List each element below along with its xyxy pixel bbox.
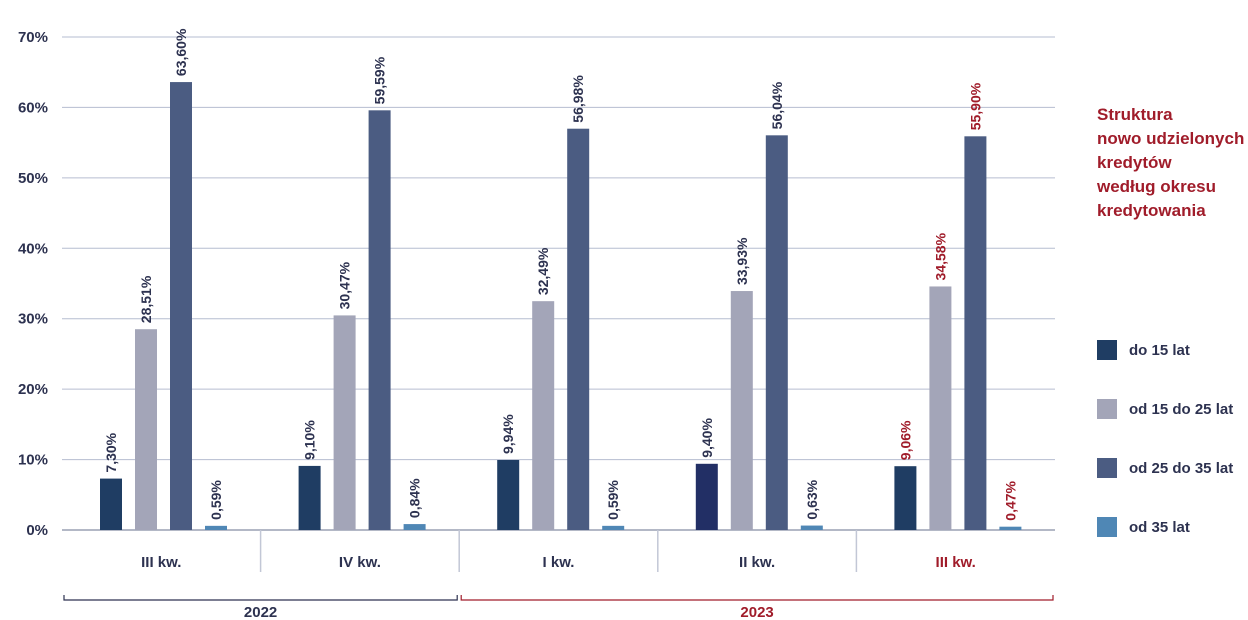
legend-swatch [1097,399,1117,419]
data-label: 0,63% [804,479,820,519]
side-title-line: Struktura [1097,105,1173,124]
data-label: 9,06% [897,420,913,460]
side-title-line: kredytów [1097,153,1172,172]
legend-swatch [1097,340,1117,360]
side-title-line: kredytowania [1097,201,1206,220]
bar [602,525,625,530]
x-category-label: I kw. [543,554,575,571]
y-tick-label: 60% [18,99,48,116]
legend-label: od 15 do 25 lat [1129,400,1234,418]
data-label: 0,59% [208,480,224,520]
data-label: 34,58% [932,232,948,280]
bar [205,525,227,530]
data-label: 0,47% [1002,480,1018,520]
bar [135,329,157,530]
legend-item: od 15 do 25 lat [1097,399,1247,419]
x-category-label: II kw. [739,554,775,571]
legend-item: od 35 lat [1097,517,1247,537]
bar [929,286,952,530]
bar [532,301,555,530]
bar [567,128,590,530]
bar [368,110,391,531]
bar [170,82,192,531]
data-label: 56,98% [570,75,586,123]
side-title-line: według okresu [1097,177,1217,196]
chart-legend: do 15 lat od 15 do 25 lat od 25 do 35 la… [1097,340,1247,576]
data-label: 30,47% [337,261,353,309]
y-tick-label: 40% [18,240,48,257]
data-label: 28,51% [138,275,154,323]
data-label: 63,60% [173,28,189,76]
bar [964,136,987,530]
bar-chart: 0% 10% 20% 30% 40% 50% 60% 70% 7,30% 9,10% 9,94% 9,… [18,28,1055,620]
y-tick-label: 20% [18,381,48,398]
data-label: 56,04% [769,81,785,129]
y-tick-label: 50% [18,170,48,187]
bar [999,526,1022,530]
x-category-label: III kw. [141,554,181,571]
data-label: 32,49% [535,247,551,295]
data-label: 0,84% [407,478,423,518]
year-label: 2023 [740,604,773,620]
y-tick-label: 10% [18,452,48,469]
legend-item: od 25 do 35 lat [1097,458,1247,478]
data-label: 59,59% [372,56,388,104]
bar [333,315,356,530]
legend-swatch [1097,458,1117,478]
y-tick-label: 0% [26,522,48,539]
bar [695,463,718,530]
data-label: 9,40% [699,418,715,458]
bar [100,478,122,530]
legend-label: do 15 lat [1129,341,1190,359]
legend-label: od 35 lat [1129,518,1190,536]
year-bracket [460,595,1054,601]
bar [298,465,321,530]
bar [800,525,823,530]
legend-swatch [1097,517,1117,537]
bar [730,291,753,530]
bar [894,466,917,530]
legend-item: do 15 lat [1097,340,1247,360]
legend-label: od 25 do 35 lat [1129,459,1234,477]
data-label: 0,59% [605,480,621,520]
data-label: 33,93% [734,237,750,285]
data-label: 9,10% [302,420,318,460]
y-tick-label: 70% [18,29,48,46]
year-label: 2022 [244,604,277,620]
data-label: 55,90% [967,82,983,130]
bar [403,524,426,530]
side-title-line: nowo udzielonych [1097,129,1245,148]
x-category-label: III kw. [936,554,976,571]
year-bracket [63,595,458,601]
data-label: 9,94% [500,414,516,454]
chart-side-title: Struktura nowo udzielonych kredytów wedł… [1097,103,1247,223]
data-label: 7,30% [103,432,119,472]
x-category-label: IV kw. [339,554,381,571]
bar [765,135,788,530]
bar [497,459,520,530]
y-tick-label: 30% [18,311,48,328]
